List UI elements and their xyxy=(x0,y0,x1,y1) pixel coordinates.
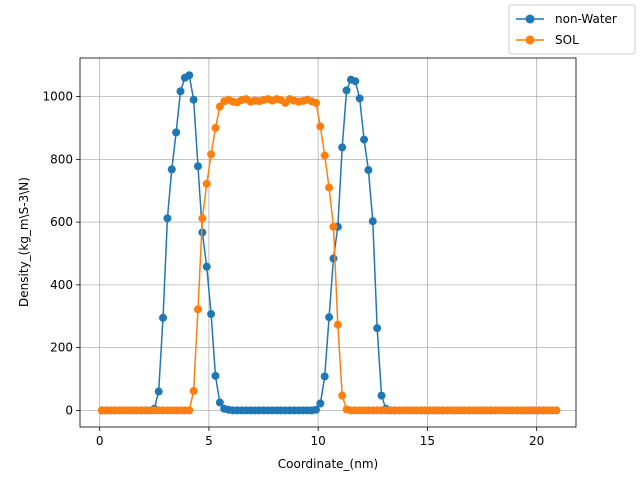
plot-area xyxy=(80,58,576,427)
x-tick-label: 10 xyxy=(311,434,326,448)
data-point-non-water xyxy=(211,371,220,380)
x-axis-ticks: 0 5 10 15 20 xyxy=(96,427,544,448)
y-axis-ticks: 0 200 400 600 800 1000 xyxy=(42,90,80,417)
y-tick-label: 800 xyxy=(50,152,73,166)
data-point-non-water xyxy=(368,217,377,226)
legend: non-Water SOL xyxy=(508,4,636,55)
data-point-non-water xyxy=(215,398,224,407)
y-tick-label: 200 xyxy=(50,341,73,355)
data-point-non-water xyxy=(320,372,329,381)
data-point-non-water xyxy=(342,86,351,95)
x-axis-label: Coordinate_(nm) xyxy=(278,457,378,471)
plot-frame xyxy=(79,57,577,428)
legend-marker-sol xyxy=(525,35,535,45)
data-point-non-water xyxy=(193,162,202,171)
data-point-non-water xyxy=(338,143,347,152)
data-point-sol xyxy=(316,122,325,131)
legend-label-non-water: non-Water xyxy=(555,12,617,26)
data-point-sol xyxy=(320,151,329,160)
data-point-non-water xyxy=(325,313,334,322)
data-point-non-water xyxy=(355,94,364,103)
series-sol xyxy=(97,95,561,415)
y-tick-label: 0 xyxy=(65,403,73,417)
data-point-sol xyxy=(338,391,347,400)
legend-marker-non-water xyxy=(525,14,535,24)
data-point-sol xyxy=(311,98,320,107)
data-point-sol xyxy=(185,406,194,415)
y-tick-label: 400 xyxy=(50,278,73,292)
data-point-non-water xyxy=(185,71,194,80)
data-point-non-water xyxy=(167,165,176,174)
data-point-sol xyxy=(211,123,220,132)
data-point-non-water xyxy=(202,262,211,271)
data-point-sol xyxy=(198,214,207,223)
data-point-sol xyxy=(193,305,202,314)
series-layer xyxy=(97,71,561,415)
data-point-non-water xyxy=(329,254,338,263)
data-point-sol xyxy=(202,179,211,188)
data-point-non-water xyxy=(159,313,168,322)
data-point-sol xyxy=(207,150,216,159)
y-tick-label: 1000 xyxy=(42,90,73,104)
legend-box xyxy=(508,4,636,55)
data-point-sol xyxy=(329,222,338,231)
data-point-non-water xyxy=(189,95,198,104)
data-point-non-water xyxy=(377,391,386,400)
legend-label-sol: SOL xyxy=(555,33,579,47)
data-point-non-water xyxy=(172,128,181,137)
x-tick-label: 0 xyxy=(96,434,104,448)
x-tick-label: 5 xyxy=(205,434,213,448)
data-point-non-water xyxy=(316,399,325,408)
data-point-non-water xyxy=(351,77,360,86)
data-point-non-water xyxy=(154,387,163,396)
data-point-non-water xyxy=(207,310,216,319)
data-point-sol xyxy=(325,183,334,192)
data-point-non-water xyxy=(373,324,382,333)
data-point-sol xyxy=(189,386,198,395)
x-tick-label: 20 xyxy=(529,434,544,448)
data-point-sol xyxy=(552,406,561,415)
data-point-non-water xyxy=(360,135,369,144)
data-point-non-water xyxy=(311,405,320,414)
x-tick-label: 15 xyxy=(420,434,435,448)
y-axis-label: Density_(kg_m\S-3\N) xyxy=(17,177,31,307)
data-point-non-water xyxy=(364,166,373,175)
y-tick-label: 600 xyxy=(50,215,73,229)
data-point-sol xyxy=(333,320,342,329)
data-point-sol xyxy=(215,102,224,111)
data-point-non-water xyxy=(176,87,185,96)
data-point-non-water xyxy=(163,214,172,223)
